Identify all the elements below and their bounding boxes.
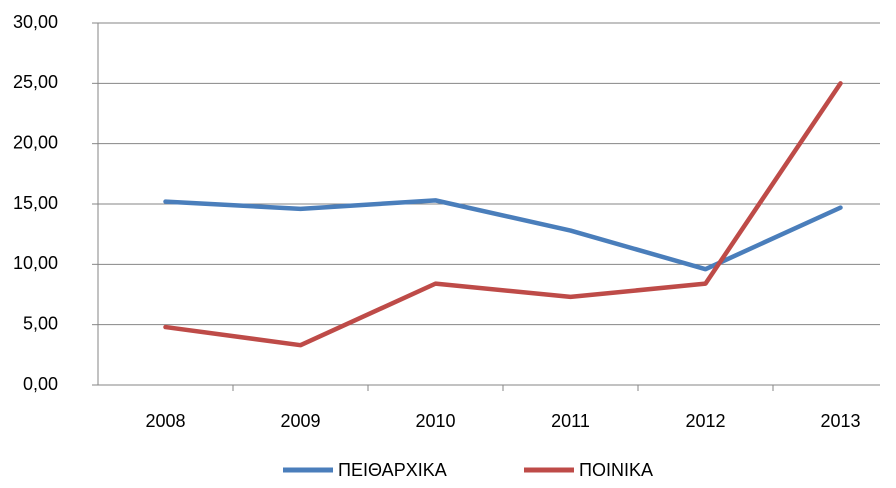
x-tick-label: 2010 <box>415 411 455 431</box>
y-tick-label: 15,00 <box>13 193 58 213</box>
x-tick-label: 2012 <box>685 411 725 431</box>
y-tick-label: 5,00 <box>23 313 58 333</box>
y-tick-label: 0,00 <box>23 374 58 394</box>
x-tick-label: 2011 <box>551 411 590 431</box>
y-tick-label: 25,00 <box>13 72 58 92</box>
y-tick-label: 20,00 <box>13 132 58 152</box>
series-line <box>163 81 843 348</box>
legend-label: ΠΕΙΘΑΡΧΙΚΑ <box>338 460 447 480</box>
legend-label: ΠΟΙΝΙΚΑ <box>579 460 653 480</box>
y-tick-label: 10,00 <box>13 253 58 273</box>
x-tick-label: 2008 <box>145 411 185 431</box>
series-line <box>163 198 843 272</box>
x-tick-label: 2013 <box>820 411 860 431</box>
x-tick-label: 2009 <box>280 411 320 431</box>
y-tick-label: 30,00 <box>13 12 58 32</box>
